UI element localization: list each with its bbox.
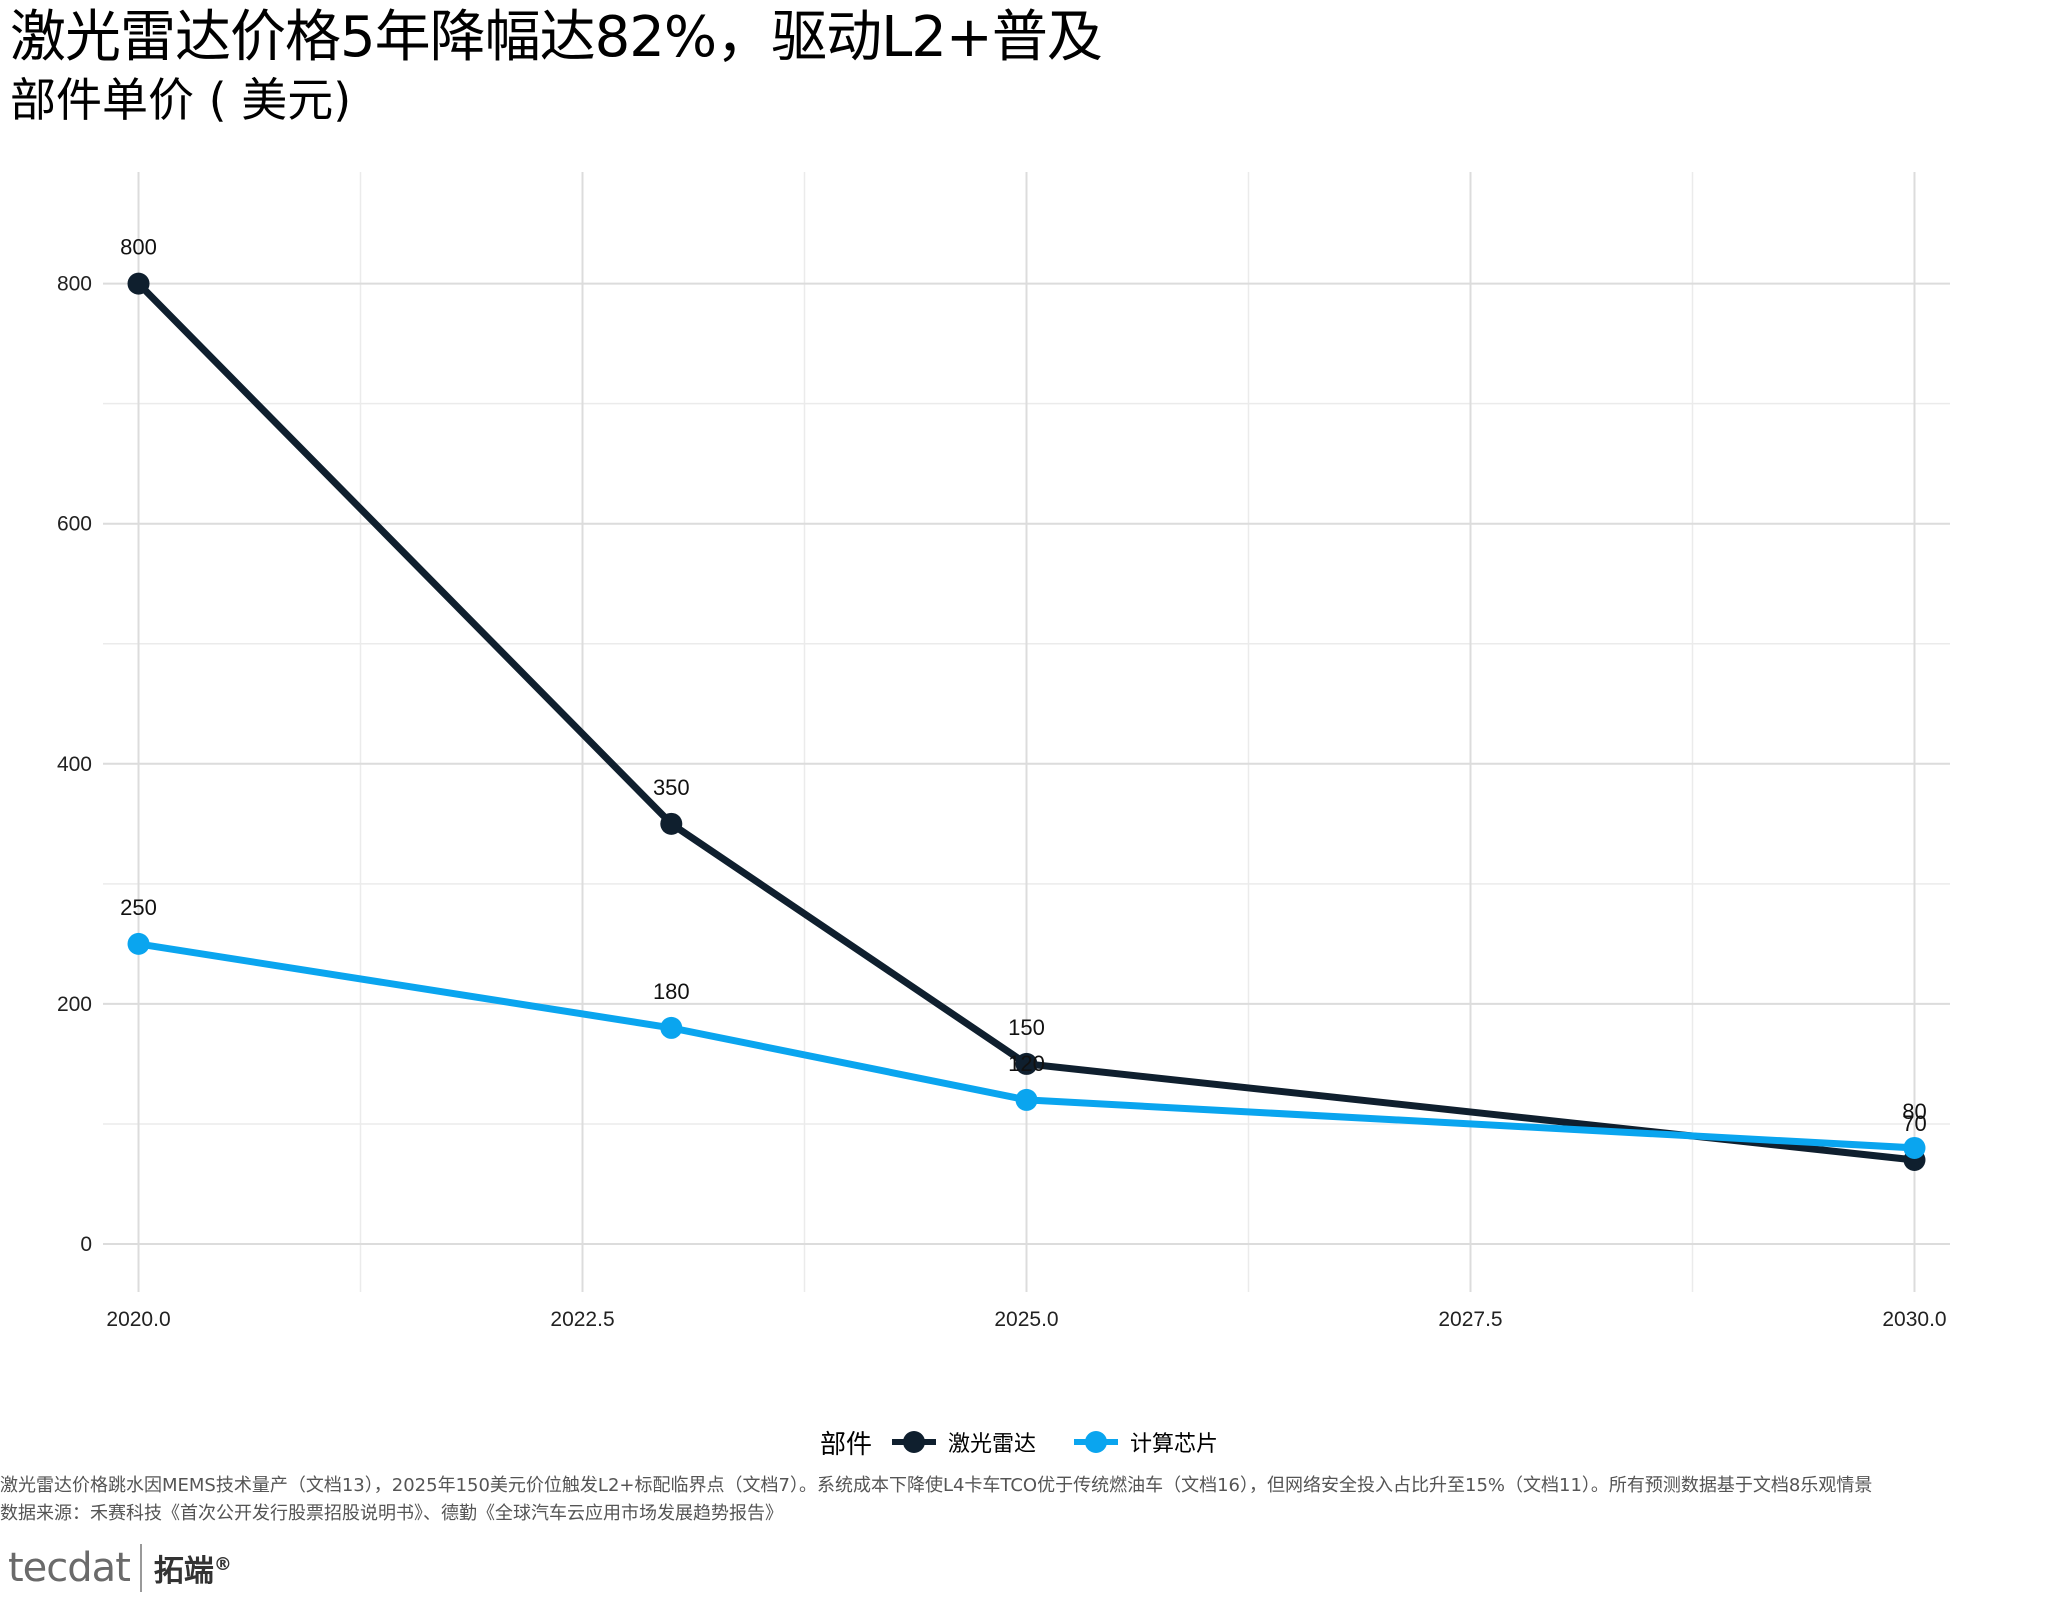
logo-divider: [139, 1544, 142, 1592]
caption-source: 数据来源：禾赛科技《首次公开发行股票招股说明书》、德勤《全球汽车云应用市场发展趋…: [0, 1503, 783, 1524]
chart-subtitle: 部件单价 ( 美元): [10, 73, 352, 127]
logo-wordmark: tecdat: [2, 1539, 131, 1601]
data-label-lidar: 800: [120, 235, 157, 260]
data-point-chip: [1015, 1088, 1038, 1111]
legend-title: 部件: [820, 1429, 873, 1460]
y-tick-label: 800: [57, 273, 92, 296]
x-tick-label: 2020.0: [106, 1308, 170, 1331]
legend-key-lidar: [892, 1420, 937, 1464]
data-label-lidar: 150: [1008, 1015, 1045, 1040]
legend: 部件 激光雷达 计算芯片: [820, 1420, 1256, 1464]
caption: 激光雷达价格跳水因MEMS技术量产（文档13），2025年150美元价位触发L2…: [0, 1472, 2054, 1528]
data-labels: 800 350 150 70 250 180 120 80: [120, 235, 1927, 1136]
data-point-chip: [660, 1016, 683, 1039]
data-label-lidar: 70: [1902, 1111, 1926, 1136]
data-point-chip: [127, 932, 150, 955]
data-label-chip: 80: [1902, 1099, 1926, 1124]
data-label-lidar: 350: [653, 775, 690, 800]
legend-key-chip: [1074, 1420, 1119, 1464]
legend-label-lidar: 激光雷达: [948, 1432, 1037, 1457]
data-point-lidar: [1015, 1052, 1038, 1075]
x-tick-label: 2027.5: [1438, 1308, 1502, 1331]
series-line-chip: [135, 940, 1918, 1152]
series-lines: [127, 272, 1926, 1171]
chart-title: 激光雷达价格5年降幅达82%，驱动L2+普及: [10, 5, 1103, 70]
x-tick-label: 2030.0: [1882, 1308, 1946, 1331]
x-tick-label: 2025.0: [994, 1308, 1058, 1331]
tecdat-logo: tecdat 拓端®: [2, 1533, 232, 1603]
y-tick-label: 400: [57, 753, 92, 776]
data-label-chip: 250: [120, 895, 157, 920]
data-label-chip: 180: [653, 979, 690, 1004]
line-chart: 0 200 400 600 800 2020.0 2022.5 2025.0 2027.5 203…: [57, 172, 1950, 1331]
y-tick-label: 0: [80, 1233, 92, 1256]
series-line-lidar: [135, 280, 1918, 1164]
data-label-chip: 120: [1008, 1051, 1045, 1076]
grid-lines: [103, 172, 1950, 1292]
y-tick-label: 600: [57, 513, 92, 536]
data-point-lidar: [660, 812, 683, 835]
data-point-chip: [1903, 1136, 1926, 1159]
y-tick-label: 200: [57, 993, 92, 1016]
logo-chinese-name: 拓端®: [153, 1554, 232, 1589]
data-point-lidar: [127, 272, 150, 295]
x-tick-label: 2022.5: [550, 1308, 614, 1331]
caption-note: 激光雷达价格跳水因MEMS技术量产（文档13），2025年150美元价位触发L2…: [0, 1475, 1873, 1496]
axis-tick-labels: 0 200 400 600 800 2020.0 2022.5 2025.0 2027.5 203…: [57, 273, 1947, 1331]
legend-label-chip: 计算芯片: [1130, 1432, 1219, 1457]
